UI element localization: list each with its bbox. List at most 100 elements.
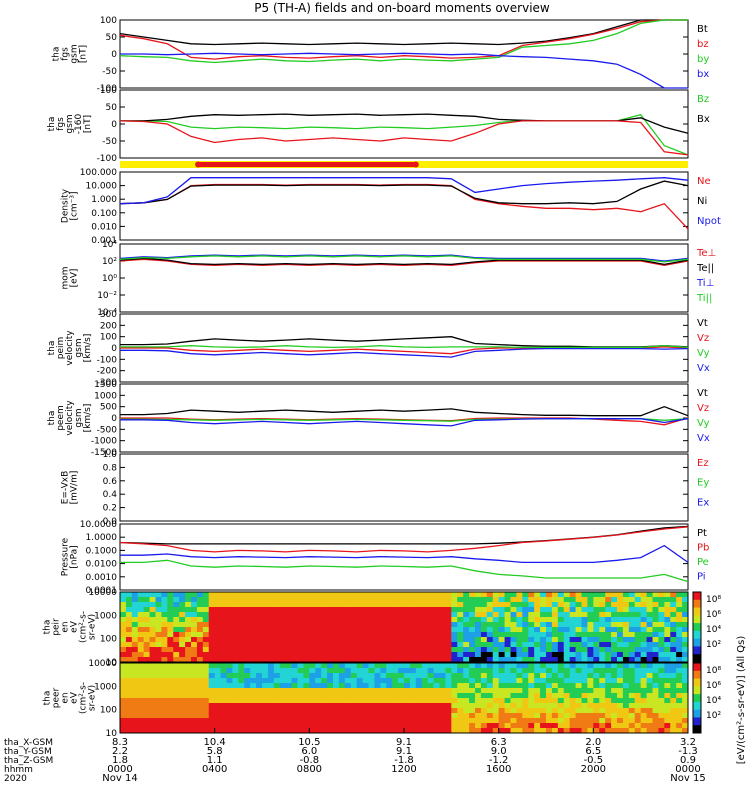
heatmap-cell	[279, 663, 287, 669]
heatmap-cell	[611, 698, 618, 704]
heatmap-cell	[262, 708, 269, 714]
heatmap-cell	[451, 622, 458, 628]
heatmap-cell	[409, 683, 417, 689]
panel-frame	[119, 243, 689, 313]
heatmap-cell	[463, 728, 470, 734]
heatmap-cell	[664, 617, 671, 623]
heatmap-cell	[368, 693, 375, 699]
heatmap-cell	[291, 718, 298, 724]
heatmap-cell	[658, 673, 665, 679]
heatmap-cell	[617, 693, 624, 699]
heatmap-cell	[297, 612, 304, 618]
heatmap-cell	[670, 612, 677, 618]
heatmap-cell	[480, 597, 488, 603]
heatmap-cell	[208, 713, 216, 719]
heatmap-cell	[125, 597, 133, 603]
heatmap-cell	[682, 728, 689, 734]
heatmap-cell	[492, 703, 500, 709]
ylabel-line: peer	[52, 687, 62, 708]
heatmap-cell	[475, 668, 482, 674]
heatmap-cell	[202, 668, 210, 674]
heatmap-cell	[262, 637, 269, 643]
heatmap-cell	[196, 657, 204, 663]
heatmap-cell	[409, 642, 417, 648]
heatmap-cell	[421, 607, 429, 613]
heatmap-cell	[475, 622, 482, 628]
heatmap-cell	[480, 708, 488, 714]
heatmap-cell	[528, 637, 535, 643]
heatmap-cell	[593, 723, 600, 729]
heatmap-cell	[593, 657, 600, 663]
heatmap-cell	[238, 652, 245, 658]
heatmap-cell	[120, 688, 127, 694]
heatmap-cell	[652, 657, 659, 663]
heatmap-cell	[380, 718, 387, 724]
heatmap-cell	[291, 688, 298, 694]
heatmap-cell	[676, 622, 683, 628]
heatmap-cell	[522, 652, 529, 658]
heatmap-cell	[214, 703, 222, 709]
heatmap-cell	[149, 637, 156, 643]
heatmap-cell	[380, 632, 387, 638]
heatmap-cell	[498, 708, 506, 714]
heatmap-cell	[250, 592, 257, 598]
heatmap-cell	[676, 642, 683, 648]
ytick-label: 0	[111, 120, 117, 130]
heatmap-cell	[480, 663, 488, 669]
heatmap-cell	[433, 647, 440, 653]
heatmap-cell	[569, 718, 577, 724]
colorbar-cell	[693, 592, 701, 601]
heatmap-cell	[226, 607, 233, 613]
heatmap-cell	[238, 617, 245, 623]
heatmap-cell	[409, 612, 417, 618]
heatmap-cell	[605, 642, 612, 648]
heatmap-cell	[291, 723, 298, 729]
heatmap-cell	[546, 698, 553, 704]
heatmap-cell	[427, 622, 435, 628]
heatmap-cell	[309, 688, 316, 694]
heatmap-cell	[540, 637, 547, 643]
heatmap-cell	[599, 627, 606, 633]
heatmap-cell	[202, 688, 210, 694]
heatmap-cell	[409, 607, 417, 613]
heatmap-cell	[469, 673, 476, 679]
heatmap-cell	[368, 673, 375, 679]
ylabel-line: en	[61, 692, 71, 703]
heatmap-cell	[486, 708, 494, 714]
legend-label: Ni	[697, 196, 707, 207]
heatmap-cell	[427, 597, 435, 603]
xaxis-value: 9.1	[396, 737, 412, 748]
heatmap-cell	[173, 723, 180, 729]
heatmap-cell	[445, 632, 452, 638]
heatmap-cell	[380, 663, 387, 669]
heatmap-cell	[628, 607, 636, 613]
heatmap-cell	[256, 678, 263, 684]
heatmap-cell	[149, 668, 156, 674]
heatmap-cell	[196, 632, 204, 638]
heatmap-cell	[540, 693, 547, 699]
series-line-Pb	[119, 526, 689, 553]
heatmap-cell	[516, 617, 523, 623]
heatmap-cell	[457, 652, 464, 658]
heatmap-cell	[634, 713, 642, 719]
heatmap-cell	[569, 602, 577, 608]
heatmap-cell	[309, 673, 316, 679]
heatmap-cell	[297, 678, 304, 684]
heatmap-cell	[285, 708, 293, 714]
ytick-label: 100	[100, 706, 117, 716]
heatmap-cell	[409, 597, 417, 603]
heatmap-cell	[581, 673, 588, 679]
heatmap-cell	[516, 698, 523, 704]
heatmap-cell	[682, 632, 689, 638]
heatmap-cell	[540, 688, 547, 694]
heatmap-cell	[415, 612, 423, 618]
heatmap-cell	[652, 647, 659, 653]
heatmap-cell	[214, 612, 222, 618]
heatmap-cell	[421, 597, 429, 603]
heatmap-cell	[226, 663, 233, 669]
heatmap-cell	[498, 673, 506, 679]
heatmap-cell	[581, 657, 588, 663]
heatmap-cell	[457, 602, 464, 608]
heatmap-cell	[575, 607, 582, 613]
legend-label: Pi	[697, 572, 706, 583]
